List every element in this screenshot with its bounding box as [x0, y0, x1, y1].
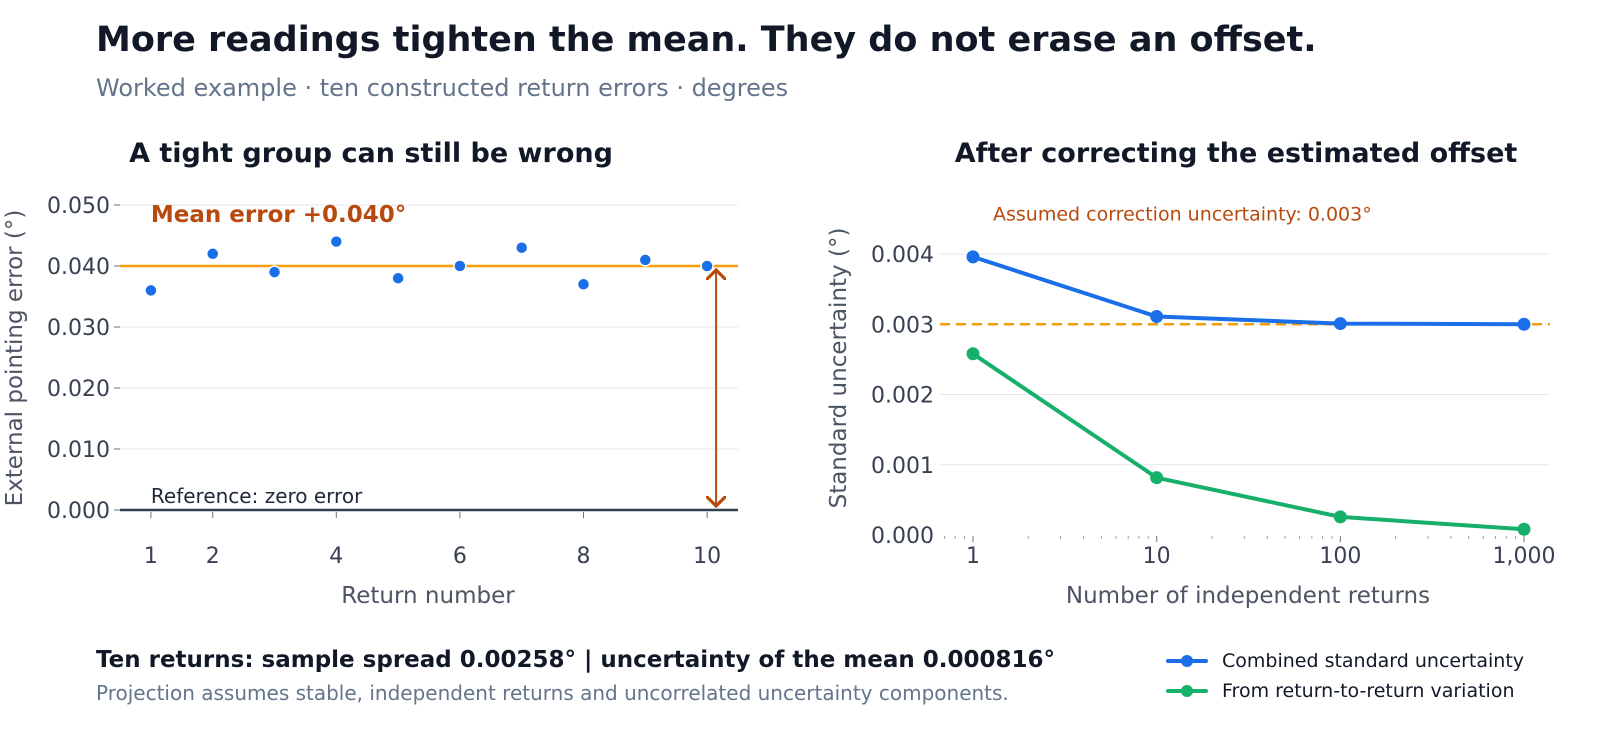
right-gridlines	[940, 253, 1550, 466]
series-point-combined	[966, 250, 980, 264]
left-data-point	[453, 259, 467, 273]
left-data-point	[638, 253, 653, 267]
right-x-tick-label: 1,000	[1493, 544, 1556, 569]
right-x-axis-label: Number of independent returns	[1066, 583, 1430, 609]
right-chart: After correcting the estimated offset 0.…	[826, 138, 1555, 609]
right-y-tick-label: 0.004	[871, 243, 934, 268]
left-y-tick-label: 0.010	[47, 438, 110, 463]
right-reference-label: Assumed correction uncertainty: 0.003°	[993, 203, 1372, 225]
series-point-variation	[966, 347, 980, 361]
series-point-combined	[1150, 310, 1164, 324]
left-y-axis-label: External pointing error (°)	[2, 210, 28, 507]
right-y-axis-label: Standard uncertainty (°)	[826, 228, 852, 509]
left-points	[144, 234, 714, 298]
left-data-point	[267, 265, 282, 279]
right-y-ticks: 0.000 0.001 0.002 0.003 0.004	[871, 243, 934, 549]
left-x-tick-label: 10	[693, 544, 721, 569]
left-x-ticks: 1 2 4 6 8 10	[144, 512, 721, 569]
left-y-tick-label: 0.020	[47, 377, 110, 402]
right-y-tick-label: 0.002	[871, 384, 934, 409]
left-gridlines	[120, 204, 738, 450]
right-y-tick-label: 0.001	[871, 454, 934, 479]
subheadline: Worked example · ten constructed return …	[96, 74, 789, 102]
series-line-combined	[972, 254, 1525, 327]
footer-note: Projection assumes stable, independent r…	[96, 681, 1009, 705]
series-point-variation	[1517, 522, 1531, 536]
legend-swatch-combined	[1166, 654, 1208, 668]
left-y-tick-label: 0.030	[47, 316, 110, 341]
left-x-tick-label: 6	[453, 544, 467, 569]
left-chart-title: A tight group can still be wrong	[129, 138, 613, 169]
left-x-tick-label: 2	[206, 544, 220, 569]
left-data-point	[700, 259, 714, 273]
series-point-combined	[1517, 317, 1531, 331]
left-data-point	[144, 283, 158, 298]
right-x-tick-label: 100	[1319, 544, 1361, 569]
left-y-tick-label: 0.000	[47, 499, 110, 524]
right-y-tick-label: 0.003	[871, 313, 934, 338]
left-x-tick-label: 8	[577, 544, 591, 569]
legend: Combined standard uncertainty From retur…	[1166, 646, 1524, 706]
left-chart: A tight group can still be wrong 0.0000.…	[2, 138, 738, 609]
series-point-variation	[1150, 471, 1164, 485]
left-y-ticks: 0.000 0.010 0.020 0.030 0.040 0.050	[47, 194, 120, 524]
legend-label-combined: Combined standard uncertainty	[1222, 650, 1525, 672]
left-data-point	[514, 240, 529, 255]
legend-item-variation: From return-to-return variation	[1166, 676, 1524, 706]
right-x-tick-label: 10	[1143, 544, 1171, 569]
left-x-tick-label: 4	[329, 544, 343, 569]
left-mean-label: Mean error +0.040°	[151, 202, 406, 228]
footer-summary: Ten returns: sample spread 0.00258° | un…	[96, 647, 1056, 673]
left-data-point	[205, 247, 220, 261]
right-x-tick-label: 1	[966, 544, 980, 569]
left-data-point	[576, 277, 591, 292]
left-reference-label: Reference: zero error	[151, 484, 363, 508]
legend-label-variation: From return-to-return variation	[1222, 680, 1515, 702]
legend-item-combined: Combined standard uncertainty	[1166, 646, 1524, 676]
right-x-ticks: 1 10 100 1,000	[944, 536, 1556, 569]
right-series	[966, 250, 1531, 536]
series-line-variation	[971, 352, 1525, 532]
left-x-axis-label: Return number	[341, 583, 515, 609]
right-chart-title: After correcting the estimated offset	[955, 138, 1518, 169]
right-y-tick-label: 0.000	[871, 524, 934, 549]
legend-swatch-variation	[1166, 684, 1208, 698]
left-x-tick-label: 1	[144, 544, 158, 569]
left-y-tick-label: 0.050	[47, 194, 110, 219]
headline: More readings tighten the mean. They do …	[96, 20, 1317, 60]
series-point-combined	[1333, 317, 1347, 331]
left-data-point	[329, 234, 344, 249]
left-y-tick-label: 0.040	[47, 255, 110, 280]
left-data-point	[391, 271, 405, 285]
series-point-variation	[1333, 510, 1347, 524]
